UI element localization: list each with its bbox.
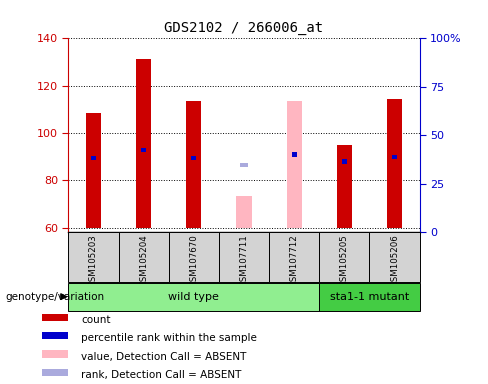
Text: GSM105206: GSM105206	[390, 234, 399, 286]
Text: GSM107670: GSM107670	[189, 234, 198, 286]
Bar	[269, 232, 319, 282]
Bar	[286, 101, 302, 228]
Bar	[319, 283, 420, 311]
Bar	[369, 232, 420, 282]
Title: GDS2102 / 266006_at: GDS2102 / 266006_at	[164, 21, 324, 35]
Text: sta1-1 mutant: sta1-1 mutant	[330, 291, 409, 302]
Bar	[292, 152, 297, 157]
Bar	[119, 232, 169, 282]
Bar	[136, 58, 151, 228]
Bar	[319, 232, 369, 282]
Text: wild type: wild type	[168, 291, 219, 302]
Bar	[42, 314, 68, 321]
Bar	[387, 99, 402, 228]
Text: genotype/variation: genotype/variation	[5, 291, 104, 302]
Bar	[68, 283, 319, 311]
Bar	[337, 145, 352, 228]
Bar	[169, 232, 219, 282]
Text: GSM107712: GSM107712	[290, 234, 299, 286]
Text: count: count	[81, 315, 111, 325]
Bar	[392, 155, 397, 159]
Bar	[68, 232, 119, 282]
Text: percentile rank within the sample: percentile rank within the sample	[81, 333, 257, 343]
Bar	[42, 369, 68, 376]
Text: GSM105203: GSM105203	[89, 234, 98, 286]
Bar	[240, 163, 248, 167]
Bar	[186, 101, 202, 228]
Bar	[219, 232, 269, 282]
Text: GSM107711: GSM107711	[240, 234, 248, 286]
Bar	[42, 332, 68, 339]
Text: value, Detection Call = ABSENT: value, Detection Call = ABSENT	[81, 352, 247, 362]
Bar	[42, 350, 68, 358]
Bar	[141, 148, 146, 152]
Text: GSM105205: GSM105205	[340, 234, 349, 286]
Text: rank, Detection Call = ABSENT: rank, Detection Call = ABSENT	[81, 370, 242, 380]
Bar	[86, 113, 101, 228]
Bar	[342, 159, 347, 164]
Text: GSM105204: GSM105204	[139, 234, 148, 286]
Bar	[191, 156, 196, 160]
Bar	[237, 196, 251, 228]
Bar	[91, 156, 96, 160]
